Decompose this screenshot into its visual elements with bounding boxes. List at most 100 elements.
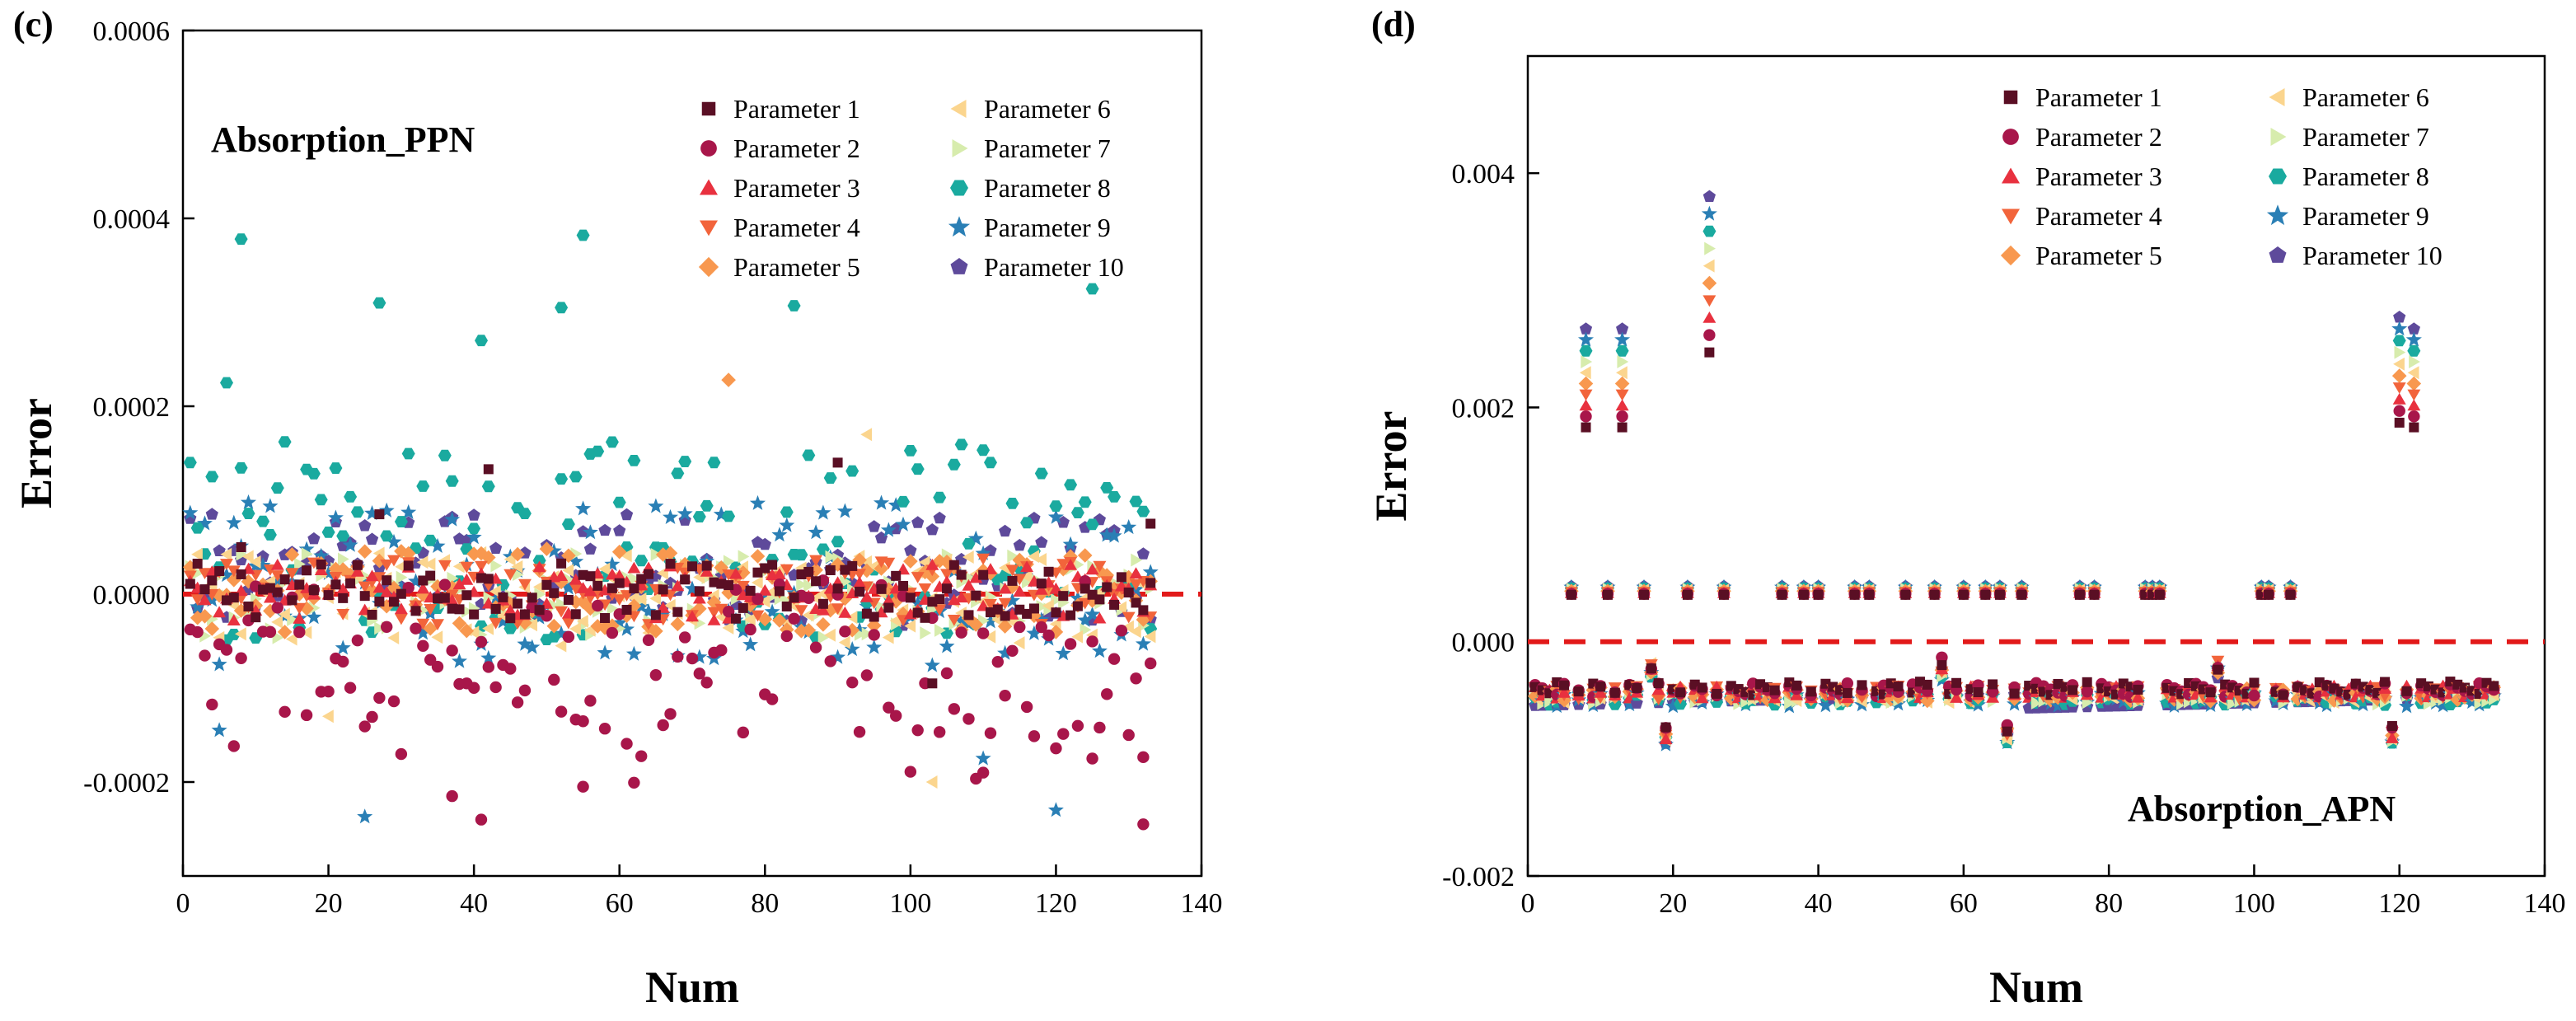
data-point bbox=[911, 516, 925, 528]
data-point bbox=[1093, 611, 1107, 624]
data-point bbox=[264, 591, 277, 603]
data-point bbox=[1951, 677, 1962, 688]
data-point bbox=[861, 627, 873, 641]
data-point bbox=[671, 579, 685, 592]
y-tick-label: -0.0002 bbox=[83, 768, 170, 799]
data-point bbox=[2394, 345, 2406, 359]
data-point bbox=[853, 576, 866, 588]
data-point bbox=[947, 615, 961, 626]
data-point bbox=[971, 590, 981, 601]
data-point bbox=[214, 566, 225, 577]
data-point bbox=[1704, 241, 1716, 255]
data-point bbox=[467, 681, 480, 694]
data-point bbox=[942, 583, 952, 594]
data-point bbox=[1937, 660, 1947, 671]
data-point bbox=[227, 565, 241, 578]
data-point bbox=[207, 575, 218, 586]
data-point bbox=[357, 544, 372, 559]
data-point bbox=[2002, 726, 2012, 737]
chart-panel-d: 0 20 40 60 80 100 120 140 -0.002 0.000 0.002 0.004 (… bbox=[1366, 4, 2566, 1012]
data-point bbox=[780, 564, 794, 576]
data-point bbox=[933, 511, 946, 524]
data-point bbox=[197, 609, 213, 624]
data-point bbox=[1071, 719, 1084, 733]
data-point bbox=[569, 583, 583, 595]
data-point bbox=[649, 592, 662, 606]
data-point bbox=[400, 503, 417, 519]
data-point bbox=[2392, 392, 2406, 405]
data-point bbox=[577, 780, 589, 793]
data-point bbox=[672, 607, 683, 617]
data-point bbox=[619, 621, 635, 636]
data-point bbox=[984, 457, 997, 469]
data-point bbox=[1066, 610, 1076, 621]
x-tick-label: 40 bbox=[1805, 888, 1833, 919]
data-point bbox=[1042, 629, 1055, 642]
data-point bbox=[483, 574, 494, 584]
data-point bbox=[2393, 357, 2405, 371]
data-point bbox=[532, 609, 548, 625]
data-point bbox=[271, 615, 283, 629]
data-point bbox=[998, 597, 1012, 610]
legend-label: Parameter 7 bbox=[2302, 122, 2429, 152]
data-point bbox=[1760, 692, 1775, 708]
data-point bbox=[1712, 688, 1722, 699]
data-point bbox=[577, 715, 589, 728]
legend-label: Parameter 6 bbox=[984, 94, 1111, 124]
data-point bbox=[640, 603, 657, 619]
data-point bbox=[1136, 505, 1150, 518]
data-point bbox=[378, 502, 395, 518]
data-point bbox=[611, 615, 628, 630]
data-point bbox=[977, 444, 991, 457]
data-point bbox=[967, 530, 984, 546]
data-point bbox=[924, 657, 940, 672]
data-point bbox=[1813, 589, 1824, 600]
data-point bbox=[817, 630, 830, 644]
data-point bbox=[2082, 677, 2092, 687]
data-point bbox=[1616, 410, 1628, 423]
legend-label: Parameter 5 bbox=[2035, 241, 2162, 270]
data-point bbox=[905, 592, 916, 603]
data-point bbox=[1020, 560, 1034, 573]
data-point bbox=[925, 569, 940, 584]
data-point bbox=[774, 586, 785, 597]
data-point bbox=[953, 612, 970, 628]
legend-item: Parameter 4 bbox=[2002, 201, 2162, 231]
data-point bbox=[736, 580, 750, 592]
data-point bbox=[1014, 621, 1026, 634]
data-point bbox=[285, 632, 297, 646]
data-point bbox=[2405, 331, 2422, 347]
legend-marker bbox=[2269, 88, 2285, 106]
data-point bbox=[270, 558, 284, 570]
data-point bbox=[583, 584, 597, 597]
data-point bbox=[1057, 728, 1070, 740]
legend-marker bbox=[2270, 128, 2287, 146]
data-point bbox=[1007, 549, 1019, 563]
data-point bbox=[358, 581, 372, 593]
data-point bbox=[1013, 585, 1027, 597]
data-point bbox=[621, 605, 632, 616]
data-point bbox=[2154, 589, 2165, 600]
legend-item: Parameter 6 bbox=[2269, 82, 2429, 112]
data-point bbox=[745, 585, 756, 596]
data-point bbox=[569, 573, 583, 585]
data-point bbox=[1615, 399, 1629, 411]
data-point bbox=[1145, 518, 1156, 529]
data-point bbox=[1137, 751, 1150, 764]
data-point bbox=[561, 518, 575, 530]
data-point bbox=[737, 726, 749, 739]
data-point bbox=[686, 652, 699, 665]
data-point bbox=[794, 549, 808, 561]
x-tick-label: 40 bbox=[460, 888, 488, 919]
data-point bbox=[1036, 578, 1047, 589]
data-point bbox=[948, 560, 959, 570]
data-point bbox=[1617, 355, 1629, 368]
data-point bbox=[494, 613, 511, 629]
data-point bbox=[825, 564, 836, 575]
data-point bbox=[227, 614, 241, 625]
data-point bbox=[1994, 589, 2005, 600]
data-point bbox=[816, 603, 830, 616]
data-point bbox=[809, 591, 822, 605]
data-point bbox=[1129, 495, 1143, 508]
data-point bbox=[191, 547, 203, 561]
